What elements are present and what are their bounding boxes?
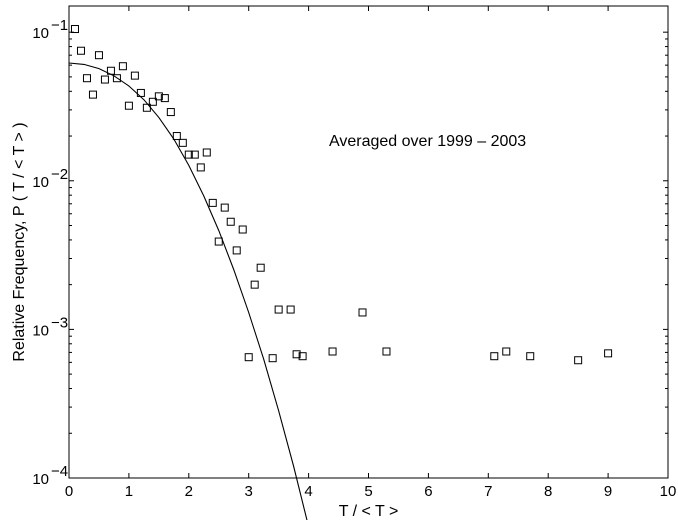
x-tick-label: 2 bbox=[185, 483, 193, 500]
data-point bbox=[82, 74, 91, 83]
data-point bbox=[250, 280, 259, 289]
fit-curve bbox=[68, 62, 308, 520]
data-point bbox=[286, 305, 295, 314]
data-point bbox=[124, 101, 133, 110]
x-axis-title: T / < T > bbox=[339, 503, 399, 520]
y-tick-exponent: −1 bbox=[51, 17, 68, 34]
x-tick-label: 10 bbox=[660, 483, 677, 500]
y-tick-exponent: −3 bbox=[51, 314, 68, 331]
y-tick-label: 10 bbox=[32, 322, 49, 339]
y-tick-exponent: −2 bbox=[51, 166, 68, 183]
data-point bbox=[154, 92, 163, 101]
data-point bbox=[328, 347, 337, 356]
data-point bbox=[190, 150, 199, 159]
data-point bbox=[178, 138, 187, 147]
data-point bbox=[148, 97, 157, 106]
data-point bbox=[292, 350, 301, 359]
data-point bbox=[106, 66, 115, 75]
x-tick-label: 4 bbox=[304, 483, 312, 500]
data-point bbox=[70, 25, 79, 34]
y-axis-title: Relative Frequency, P ( T / < T > ) bbox=[11, 122, 28, 361]
data-point bbox=[76, 46, 85, 55]
data-point bbox=[526, 352, 535, 361]
data-point bbox=[604, 349, 613, 358]
data-point bbox=[358, 308, 367, 317]
data-point bbox=[220, 203, 229, 212]
x-tick-label: 0 bbox=[65, 483, 73, 500]
fit-line-layer bbox=[68, 62, 308, 520]
data-point bbox=[160, 94, 169, 103]
data-point bbox=[172, 132, 181, 141]
data-point bbox=[238, 225, 247, 234]
data-point bbox=[256, 263, 265, 272]
data-point bbox=[274, 305, 283, 314]
data-point bbox=[142, 103, 151, 112]
x-tick-label: 8 bbox=[544, 483, 552, 500]
x-tick-label: 1 bbox=[125, 483, 133, 500]
data-point bbox=[130, 71, 139, 80]
data-point bbox=[382, 347, 391, 356]
data-point bbox=[136, 88, 145, 97]
data-point bbox=[214, 237, 223, 246]
y-tick-exponent: −4 bbox=[51, 463, 68, 480]
data-points-layer bbox=[70, 25, 613, 365]
data-point bbox=[202, 148, 211, 157]
data-point bbox=[298, 352, 307, 361]
data-point bbox=[574, 356, 583, 365]
y-tick-label: 10 bbox=[32, 25, 49, 42]
x-tick-label: 9 bbox=[604, 483, 612, 500]
x-tick-label: 3 bbox=[245, 483, 253, 500]
data-point bbox=[502, 347, 511, 356]
data-point bbox=[490, 352, 499, 361]
data-point bbox=[88, 90, 97, 99]
x-tick-label: 7 bbox=[484, 483, 492, 500]
data-point bbox=[184, 150, 193, 159]
data-point bbox=[112, 74, 121, 83]
data-point bbox=[268, 354, 277, 363]
plot-border bbox=[68, 5, 669, 479]
data-point bbox=[244, 353, 253, 362]
chart-annotation: Averaged over 1999 – 2003 bbox=[329, 133, 526, 150]
data-point bbox=[196, 163, 205, 172]
plot-frame bbox=[68, 5, 669, 479]
data-point bbox=[118, 62, 127, 71]
x-tick-label: 5 bbox=[364, 483, 372, 500]
y-tick-label: 10 bbox=[32, 471, 49, 488]
x-tick-label: 6 bbox=[424, 483, 432, 500]
data-point bbox=[226, 217, 235, 226]
data-point bbox=[166, 108, 175, 117]
data-point bbox=[232, 246, 241, 255]
data-point bbox=[94, 51, 103, 60]
data-point bbox=[100, 75, 109, 84]
data-point bbox=[208, 198, 217, 207]
y-tick-label: 10 bbox=[32, 174, 49, 191]
